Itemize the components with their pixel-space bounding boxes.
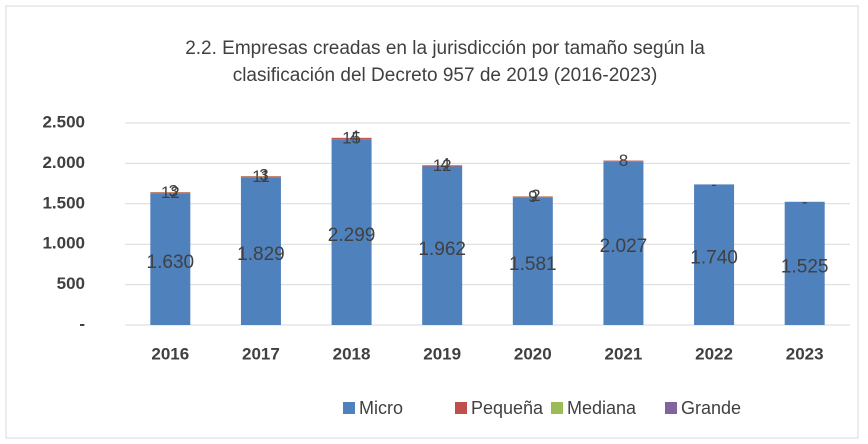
data-label: 4	[440, 155, 449, 174]
bar-segment	[150, 193, 191, 325]
legend-swatch	[455, 402, 467, 414]
data-label: 2.027	[600, 236, 648, 257]
data-label: 2.299	[328, 225, 376, 246]
legend-swatch	[343, 402, 355, 414]
x-tick-label: 2023	[786, 344, 824, 363]
bar-segment	[331, 138, 372, 140]
legend-swatch	[551, 402, 563, 414]
data-label: 4	[350, 127, 359, 146]
data-label: 3	[169, 182, 178, 201]
y-tick-label: 2.500	[42, 112, 85, 131]
x-tick-label: 2019	[423, 344, 461, 363]
data-label: 1.962	[418, 239, 466, 260]
bar-segment	[422, 165, 463, 167]
y-tick-label: 500	[57, 274, 85, 293]
y-tick-label: -	[79, 314, 85, 333]
chart-title: clasificación del Decreto 957 de 2019 (2…	[233, 65, 658, 86]
legend-swatch	[665, 402, 677, 414]
bar-segment	[512, 197, 553, 325]
y-tick-label: 1.500	[42, 193, 85, 212]
bar-segment	[603, 161, 644, 325]
data-label: 1.630	[147, 252, 195, 273]
bar-segment	[512, 196, 553, 198]
x-tick-label: 2022	[695, 344, 733, 363]
data-label: 2	[531, 186, 540, 205]
bar-segment	[240, 177, 281, 325]
data-label: -	[802, 192, 808, 211]
x-tick-label: 2017	[242, 344, 280, 363]
x-tick-label: 2021	[605, 344, 643, 363]
data-label: 8	[619, 151, 628, 170]
legend-label: Mediana	[567, 398, 637, 418]
legend-label: Micro	[359, 398, 403, 418]
y-tick-label: 1.000	[42, 234, 85, 253]
data-label: 1.740	[690, 248, 738, 269]
bar-segment	[784, 201, 825, 325]
data-label: -	[711, 175, 717, 194]
bar-segment	[694, 184, 735, 325]
data-label: 1.829	[237, 244, 285, 265]
bar-segment	[240, 176, 281, 178]
data-label: 1.581	[509, 254, 557, 275]
x-tick-label: 2018	[333, 344, 371, 363]
data-label: 1.525	[781, 256, 829, 277]
x-tick-label: 2020	[514, 344, 552, 363]
legend-label: Pequeña	[471, 398, 544, 418]
bar-segment	[150, 192, 191, 194]
bar-segment	[603, 160, 644, 162]
x-tick-label: 2016	[151, 344, 189, 363]
legend-label: Grande	[681, 398, 741, 418]
y-tick-label: 2.000	[42, 153, 85, 172]
bar-segment	[331, 139, 372, 325]
bar-segment	[422, 166, 463, 325]
data-label: 3	[259, 166, 268, 185]
chart-title: 2.2. Empresas creadas en la jurisdicción…	[185, 38, 705, 59]
